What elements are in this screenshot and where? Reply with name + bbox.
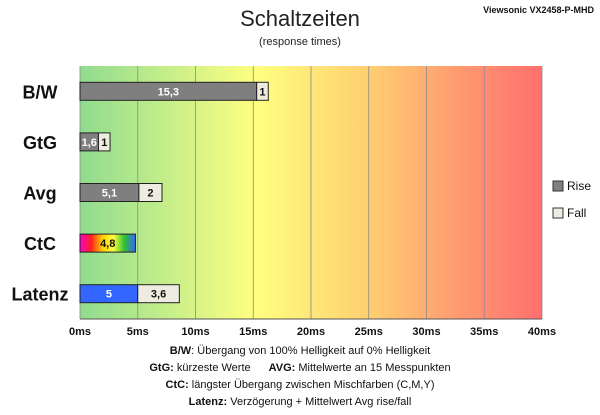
data-label-rise-2: 5,1 [102,188,117,200]
x-tick-label-6: 30ms [412,326,440,338]
x-tick-label-8: 40ms [528,326,556,338]
data-label-fall-0: 1 [259,86,265,98]
data-label-rise-1: 1,6 [82,137,97,149]
note-ctc: CtC: längster Übergang zwischen Mischfar… [165,379,435,391]
data-label-fall-1: 1 [101,137,107,149]
x-tick-label-2: 10ms [181,326,209,338]
bar-fall-1 [97,132,111,152]
note-bw: B/W: Übergang von 100% Helligkeit auf 0%… [169,345,431,357]
x-tick-label-0: 0ms [69,326,91,338]
data-label-fall-4: 3,6 [151,289,166,301]
chart-subtitle: (response times) [259,36,341,48]
note-latenz: Latenz: Verzögerung + Mittelwert Avg ris… [188,396,412,408]
legend: Rise Fall [552,179,591,220]
x-tick-label-3: 15ms [239,326,267,338]
category-label-4: Latenz [11,285,68,305]
monitor-model: Viewsonic VX2458-P-MHD [483,5,594,15]
legend-swatch-fall [552,207,564,219]
bar-fall-2 [138,183,163,202]
bars: 15,3 1 1,6 1 5,1 2 4,8 5 3,6 [79,81,269,304]
data-label-rise-3: 4,8 [100,238,115,250]
chart-notes: B/W: Übergang von 100% Helligkeit auf 0%… [0,343,600,411]
note-gtg-avg: GtG: kürzeste Werte AVG: Mittelwerte an 1… [149,362,451,374]
data-label-fall-2: 2 [147,188,153,200]
bar-rise-3 [79,233,136,253]
legend-label-rise: Rise [567,179,591,193]
bar-fall-0 [256,81,269,101]
legend-label-fall: Fall [567,206,586,220]
x-tick-label-5: 25ms [355,326,383,338]
category-labels: B/W GtG Avg CtC Latenz [11,82,68,304]
x-tick-label-1: 5ms [127,326,149,338]
legend-swatch-rise [552,180,564,192]
category-label-3: CtC [24,234,56,254]
chart-title: Schaltzeiten [240,6,360,31]
category-label-0: B/W [23,82,58,102]
category-label-2: Avg [23,184,56,204]
data-label-rise-4: 5 [106,289,112,301]
data-label-rise-0: 15,3 [158,86,179,98]
category-label-1: GtG [23,133,57,153]
bar-fall-4 [137,284,180,304]
x-tick-label-4: 20ms [297,326,325,338]
x-tick-labels: 0ms 5ms 10ms 15ms 20ms 25ms 30ms 35ms 40ms [69,326,556,338]
grid-lines [79,66,543,320]
x-tick-label-7: 35ms [470,326,498,338]
